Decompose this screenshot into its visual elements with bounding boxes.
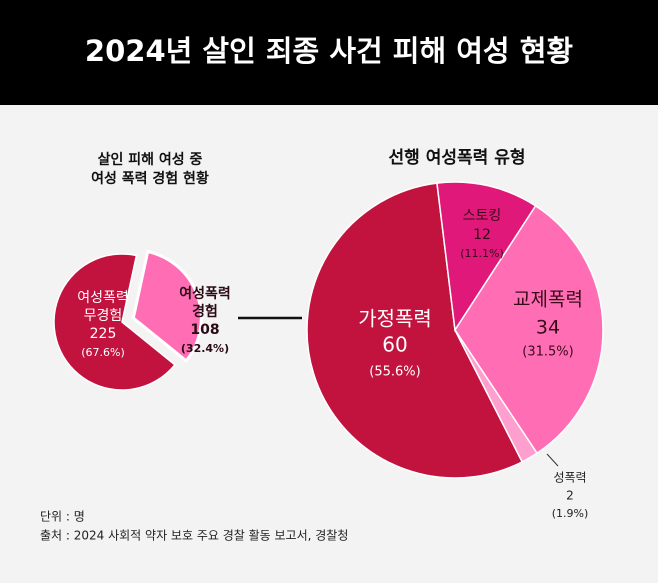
pie-slice bbox=[131, 249, 203, 363]
unit-note: 단위 : 명 bbox=[40, 510, 85, 524]
percent-label: (31.5%) bbox=[522, 345, 573, 360]
value-label: 108 bbox=[190, 322, 219, 338]
pie-slice bbox=[306, 182, 524, 479]
page-title: 2024년 살인 죄종 사건 피해 여성 현황 bbox=[85, 34, 573, 68]
chart-title: 선행 여성폭력 유형 bbox=[389, 147, 526, 168]
slice-label: 성폭력 bbox=[553, 471, 586, 485]
title-bar bbox=[0, 0, 658, 105]
value-label: 34 bbox=[536, 317, 560, 339]
slice-label: 경험 bbox=[192, 303, 218, 320]
value-label: 60 bbox=[382, 333, 407, 357]
slice-label: 교제폭력 bbox=[513, 289, 583, 311]
slice-label: 여성폭력 bbox=[77, 290, 129, 306]
slice-label: 스토킹 bbox=[463, 208, 502, 224]
value-label: 2 bbox=[566, 489, 574, 503]
chart-title: 살인 피해 여성 중 bbox=[98, 151, 203, 168]
pie-slice bbox=[436, 181, 537, 333]
pie-slice bbox=[454, 204, 604, 455]
pie-slice bbox=[454, 329, 539, 463]
value-label: 12 bbox=[473, 227, 491, 243]
slice-label: 여성폭력 bbox=[179, 285, 231, 302]
pie-slice bbox=[53, 253, 176, 391]
percent-label: (1.9%) bbox=[552, 507, 589, 520]
leader-line bbox=[546, 453, 559, 467]
percent-label: (11.1%) bbox=[460, 247, 504, 260]
chart-title: 여성 폭력 경험 현황 bbox=[91, 170, 209, 187]
percent-label: (32.4%) bbox=[181, 342, 229, 355]
value-label: 225 bbox=[90, 326, 117, 342]
slice-label: 가정폭력 bbox=[358, 307, 432, 331]
percent-label: (55.6%) bbox=[369, 365, 420, 380]
source-note: 출처 : 2024 사회적 약자 보호 주요 경찰 활동 보고서, 경찰청 bbox=[40, 528, 348, 543]
percent-label: (67.6%) bbox=[81, 346, 125, 359]
slice-label: 무경험 bbox=[84, 308, 123, 324]
